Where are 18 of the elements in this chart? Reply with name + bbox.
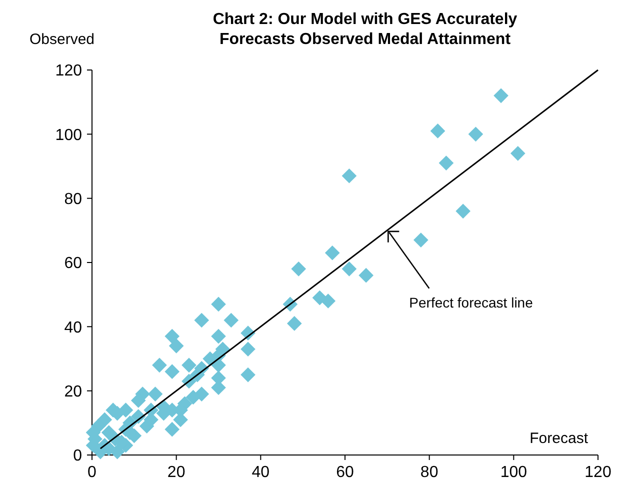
y-tick-label: 120 (55, 62, 82, 80)
x-tick-label: 0 (88, 464, 97, 481)
y-tick-label: 40 (64, 319, 82, 336)
x-axis-title: Forecast (530, 430, 589, 447)
annotation: Perfect forecast line (409, 294, 534, 310)
x-tick-label: 100 (500, 464, 528, 481)
y-tick-label: 20 (64, 383, 82, 400)
y-tick-label: 80 (64, 190, 82, 208)
chart-title: Chart 2: Our Model with GES Accurately Forecasts Observed Medal Attainment (212, 11, 518, 48)
y-axis-title: Observed (29, 31, 95, 48)
y-tick-label: 100 (55, 126, 82, 144)
x-tick-label: 120 (584, 464, 612, 481)
x-tick-label: 80 (420, 464, 438, 481)
y-tick-label: 60 (64, 255, 82, 272)
x-tick-label: 60 (336, 464, 354, 481)
x-tick-label: 40 (252, 464, 270, 481)
x-tick-label: 20 (167, 464, 186, 481)
y-tick-label: 0 (73, 448, 82, 465)
